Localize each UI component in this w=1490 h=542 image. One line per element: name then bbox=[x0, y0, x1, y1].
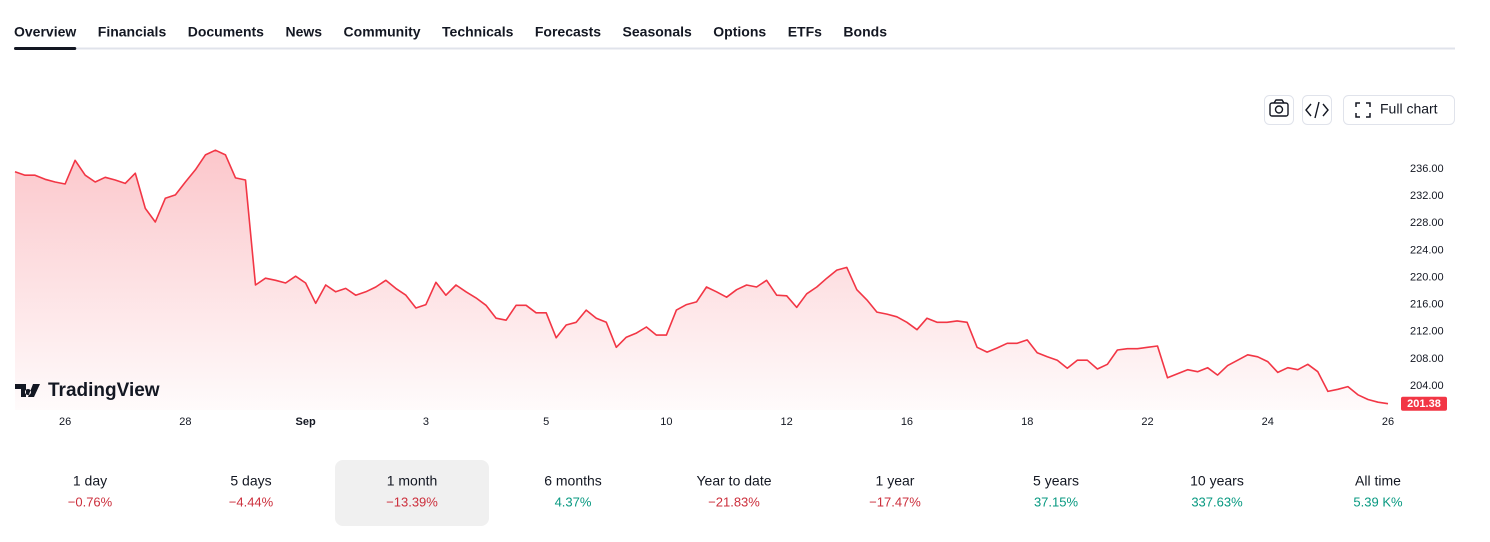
active-tab-indicator bbox=[14, 47, 77, 50]
x-tick-label: 5 bbox=[543, 416, 549, 428]
y-tick-label: 224.00 bbox=[1410, 244, 1444, 256]
x-tick-label: Sep bbox=[296, 416, 316, 428]
x-tick-label: 26 bbox=[59, 416, 71, 428]
period-label[interactable]: 5 years bbox=[1033, 473, 1079, 489]
period-button[interactable]: 5 days −4.44% bbox=[229, 473, 274, 510]
y-tick-label: 208.00 bbox=[1410, 353, 1444, 365]
period-button[interactable]: 1 month −13.39% bbox=[335, 460, 489, 526]
tab[interactable]: News bbox=[285, 24, 322, 40]
tab[interactable]: ETFs bbox=[788, 24, 822, 40]
x-tick-label: 28 bbox=[179, 416, 191, 428]
embed-button[interactable] bbox=[1302, 95, 1332, 125]
watermark-text: TradingView bbox=[48, 380, 160, 401]
last-price-label: 201.38 bbox=[1407, 398, 1441, 410]
period-change[interactable]: 337.63% bbox=[1191, 494, 1243, 509]
y-tick-label: 216.00 bbox=[1410, 299, 1444, 311]
x-tick-label: 3 bbox=[423, 416, 429, 428]
period-button[interactable]: All time 5.39 K% bbox=[1353, 473, 1403, 510]
x-tick-label: 24 bbox=[1262, 416, 1274, 428]
period-label[interactable]: All time bbox=[1355, 473, 1401, 489]
period-label[interactable]: 1 month bbox=[387, 473, 438, 489]
watermark: TradingView bbox=[15, 380, 160, 401]
period-change[interactable]: −13.39% bbox=[386, 494, 438, 509]
x-tick-label: 16 bbox=[901, 416, 913, 428]
tab[interactable]: Technicals bbox=[442, 24, 514, 40]
period-change[interactable]: −21.83% bbox=[708, 494, 760, 509]
x-tick-label: 10 bbox=[660, 416, 672, 428]
period-button[interactable]: 10 years 337.63% bbox=[1190, 473, 1244, 510]
period-button[interactable]: 1 year −17.47% bbox=[869, 473, 921, 510]
price-line bbox=[14, 149, 1389, 405]
x-tick-label: 18 bbox=[1021, 416, 1033, 428]
snapshot-button[interactable] bbox=[1264, 95, 1294, 125]
period-label[interactable]: 10 years bbox=[1190, 473, 1244, 489]
period-button[interactable]: 5 years 37.15% bbox=[1033, 473, 1079, 510]
last-price-badge bbox=[1401, 396, 1447, 411]
period-button[interactable]: 1 day −0.76% bbox=[68, 473, 113, 510]
tab[interactable]: Forecasts bbox=[535, 24, 601, 40]
tab-bar: Overview Financials Documents News Community… bbox=[14, 24, 887, 50]
y-tick-label: 236.00 bbox=[1410, 163, 1444, 175]
tab[interactable]: Options bbox=[713, 24, 766, 40]
period-label[interactable]: 5 days bbox=[230, 473, 271, 489]
period-active-bg bbox=[335, 460, 489, 526]
tab[interactable]: Community bbox=[344, 24, 421, 40]
full-chart-button[interactable]: Full chart bbox=[1343, 95, 1455, 125]
tab[interactable]: Overview bbox=[14, 24, 76, 40]
y-tick-label: 220.00 bbox=[1410, 271, 1444, 283]
period-bar: 1 day −0.76% 5 days −4.44% 1 month −13.39% 6 m… bbox=[68, 460, 1403, 526]
period-change[interactable]: 5.39 K% bbox=[1353, 494, 1403, 509]
tab[interactable]: Documents bbox=[188, 24, 264, 40]
tab[interactable]: Bonds bbox=[843, 24, 887, 40]
period-change[interactable]: −0.76% bbox=[68, 494, 113, 509]
area bbox=[15, 150, 1388, 410]
chart: 204.00 208.00 212.00 216.00 220.00 224.00 228.… bbox=[14, 149, 1447, 428]
period-change[interactable]: 37.15% bbox=[1034, 494, 1079, 509]
y-tick-label: 232.00 bbox=[1410, 190, 1444, 202]
full-chart-label[interactable]: Full chart bbox=[1380, 101, 1438, 117]
period-button[interactable]: 6 months 4.37% bbox=[544, 473, 602, 510]
period-change[interactable]: 4.37% bbox=[555, 494, 592, 509]
period-label[interactable]: Year to date bbox=[697, 473, 772, 489]
period-label[interactable]: 1 day bbox=[73, 473, 107, 489]
y-tick-label: 228.00 bbox=[1410, 217, 1444, 229]
period-label[interactable]: 1 year bbox=[876, 473, 915, 489]
period-button[interactable]: Year to date −21.83% bbox=[697, 473, 772, 510]
x-tick-label: 12 bbox=[781, 416, 793, 428]
period-change[interactable]: −4.44% bbox=[229, 494, 274, 509]
y-tick-label: 212.00 bbox=[1410, 326, 1444, 338]
tab[interactable]: Seasonals bbox=[623, 24, 692, 40]
period-change[interactable]: −17.47% bbox=[869, 494, 921, 509]
period-label[interactable]: 6 months bbox=[544, 473, 602, 489]
x-tick-label: 22 bbox=[1141, 416, 1153, 428]
x-tick-label: 26 bbox=[1382, 416, 1394, 428]
y-tick-label: 204.00 bbox=[1410, 380, 1444, 392]
tab[interactable]: Financials bbox=[98, 24, 167, 40]
